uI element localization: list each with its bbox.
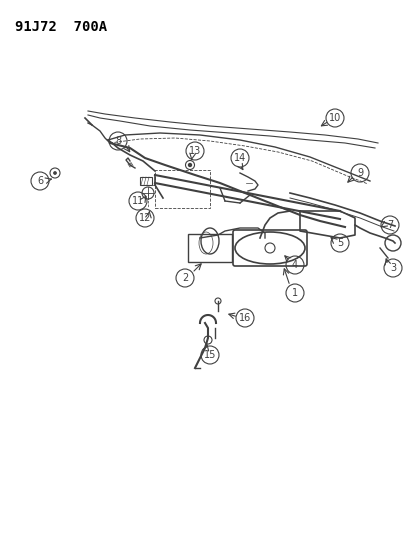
Circle shape [188,164,191,166]
Text: 6: 6 [37,176,43,186]
Text: 8: 8 [115,136,121,146]
Text: 10: 10 [328,113,340,123]
Text: 2: 2 [181,273,188,283]
Text: 13: 13 [188,146,201,156]
Circle shape [53,172,56,174]
Text: 91J72  700A: 91J72 700A [15,20,107,34]
Text: 1: 1 [291,288,297,298]
Text: 12: 12 [138,213,151,223]
Text: 7: 7 [386,220,392,230]
Text: 14: 14 [233,153,246,163]
Text: 11: 11 [132,196,144,206]
Bar [140,177,152,185]
Text: 4: 4 [291,260,297,270]
Text: 5: 5 [336,238,342,248]
Text: 15: 15 [203,350,216,360]
Bar [188,234,231,262]
Text: 3: 3 [389,263,395,273]
Text: 16: 16 [238,313,251,323]
Bar [154,170,209,208]
Text: 9: 9 [356,168,362,178]
